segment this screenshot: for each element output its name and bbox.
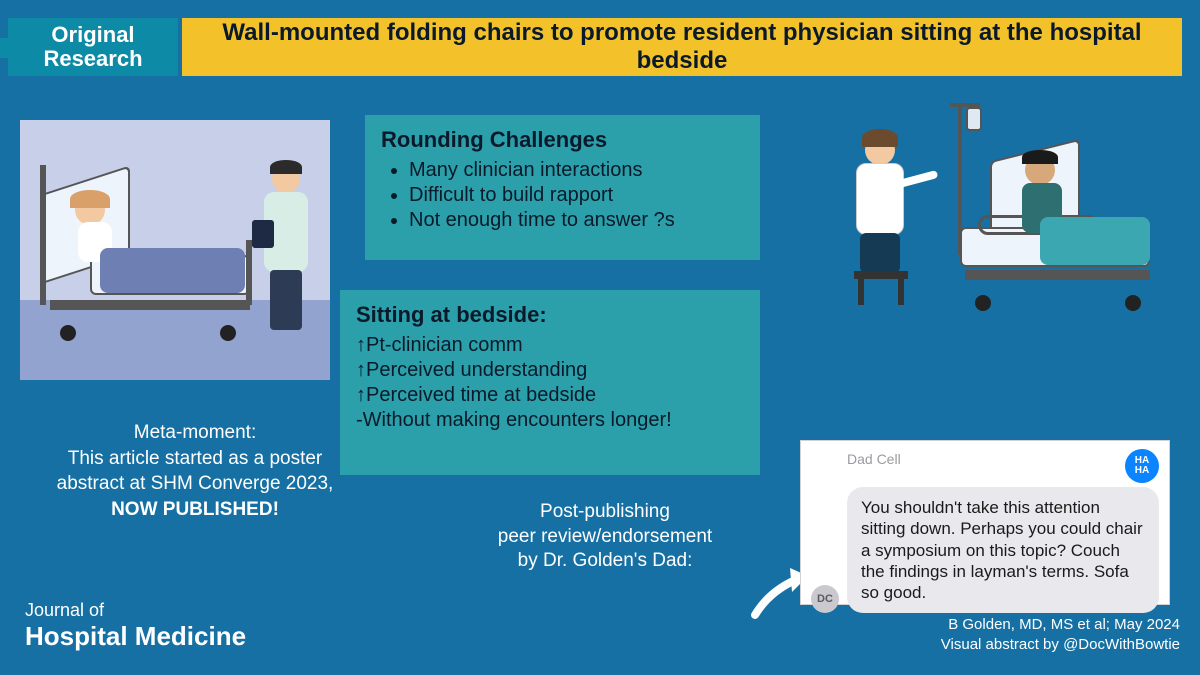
endorse-line: by Dr. Golden's Dad:	[455, 549, 755, 574]
attribution-text: B Golden, MD, MS et al; May 2024 Visual …	[860, 615, 1180, 654]
doctor-legs	[270, 270, 302, 330]
bed2-wheel	[975, 295, 991, 311]
logo-line2: Hospital Medicine	[25, 621, 246, 652]
doctor2-legs	[860, 233, 900, 273]
stool-leg	[898, 277, 904, 305]
bed-wheel	[220, 325, 236, 341]
logo-line1: Journal of	[25, 600, 246, 621]
category-badge: Original Research	[8, 18, 178, 76]
card-sitting-bedside: Sitting at bedside: ↑Pt-clinician comm ↑…	[340, 290, 760, 475]
illustration-right	[810, 95, 1180, 375]
card-sitting-line: -Without making encounters longer!	[356, 409, 744, 432]
stool-leg	[858, 277, 864, 305]
endorse-line: Post-publishing	[455, 500, 755, 525]
blanket2	[1040, 217, 1150, 265]
doctor2-coat	[856, 163, 904, 235]
meta-moment-text: Meta-moment: This article started as a p…	[30, 420, 360, 523]
blanket	[100, 248, 245, 293]
message-avatar: DC	[811, 585, 839, 613]
endorse-line: peer review/endorsement	[455, 525, 755, 550]
card-challenges-list: Many clinician interactions Difficult to…	[409, 159, 744, 232]
meta-line: This article started as a poster	[30, 446, 360, 472]
patient-hair	[70, 190, 110, 208]
card-challenges-item: Many clinician interactions	[409, 159, 744, 182]
bed2-base	[965, 270, 1150, 280]
message-bubble: You shouldn't take this attention sittin…	[847, 487, 1159, 613]
bed-frame-left	[40, 165, 46, 305]
iv-bag	[966, 107, 982, 131]
category-badge-text: Original Research	[43, 23, 142, 71]
card-challenges-item: Difficult to build rapport	[409, 184, 744, 207]
header-accent-bar	[0, 38, 8, 58]
card-sitting-line: ↑Pt-clinician comm	[356, 334, 744, 357]
meta-line: Meta-moment:	[30, 420, 360, 446]
card-sitting-line: ↑Perceived time at bedside	[356, 384, 744, 407]
title-text: Wall-mounted folding chairs to promote r…	[212, 19, 1152, 74]
journal-logo: Journal of Hospital Medicine	[25, 600, 246, 652]
bed-wheel	[60, 325, 76, 341]
clipboard	[252, 220, 274, 248]
avatar-initials: DC	[817, 593, 833, 605]
attrib-line: B Golden, MD, MS et al; May 2024	[860, 615, 1180, 635]
bed2-wheel	[1125, 295, 1141, 311]
title-banner: Wall-mounted folding chairs to promote r…	[182, 18, 1182, 76]
card-sitting-line: ↑Perceived understanding	[356, 359, 744, 382]
card-sitting-title: Sitting at bedside:	[356, 302, 744, 328]
illustration-left	[20, 120, 330, 380]
card-challenges-item: Not enough time to answer ?s	[409, 209, 744, 232]
message-text: You shouldn't take this attention sittin…	[861, 498, 1143, 602]
patient2-hair	[1022, 150, 1058, 164]
iv-hook-top	[950, 103, 980, 107]
card-rounding-challenges: Rounding Challenges Many clinician inter…	[365, 115, 760, 260]
doctor-hair	[270, 160, 302, 174]
meta-line: abstract at SHM Converge 2023,	[30, 471, 360, 497]
doctor2-hair	[862, 129, 898, 147]
bed-frame-right	[246, 240, 252, 305]
text-message-card: Dad Cell HA HA DC You shouldn't take thi…	[800, 440, 1170, 605]
message-contact: Dad Cell	[811, 449, 901, 467]
haha-reaction-icon: HA HA	[1125, 449, 1159, 483]
attrib-line: Visual abstract by @DocWithBowtie	[860, 635, 1180, 655]
card-challenges-title: Rounding Challenges	[381, 127, 744, 153]
endorsement-label: Post-publishing peer review/endorsement …	[455, 500, 755, 574]
visual-abstract-canvas: Original Research Wall-mounted folding c…	[0, 0, 1200, 675]
bed-base	[50, 300, 250, 310]
meta-line: NOW PUBLISHED!	[30, 497, 360, 523]
